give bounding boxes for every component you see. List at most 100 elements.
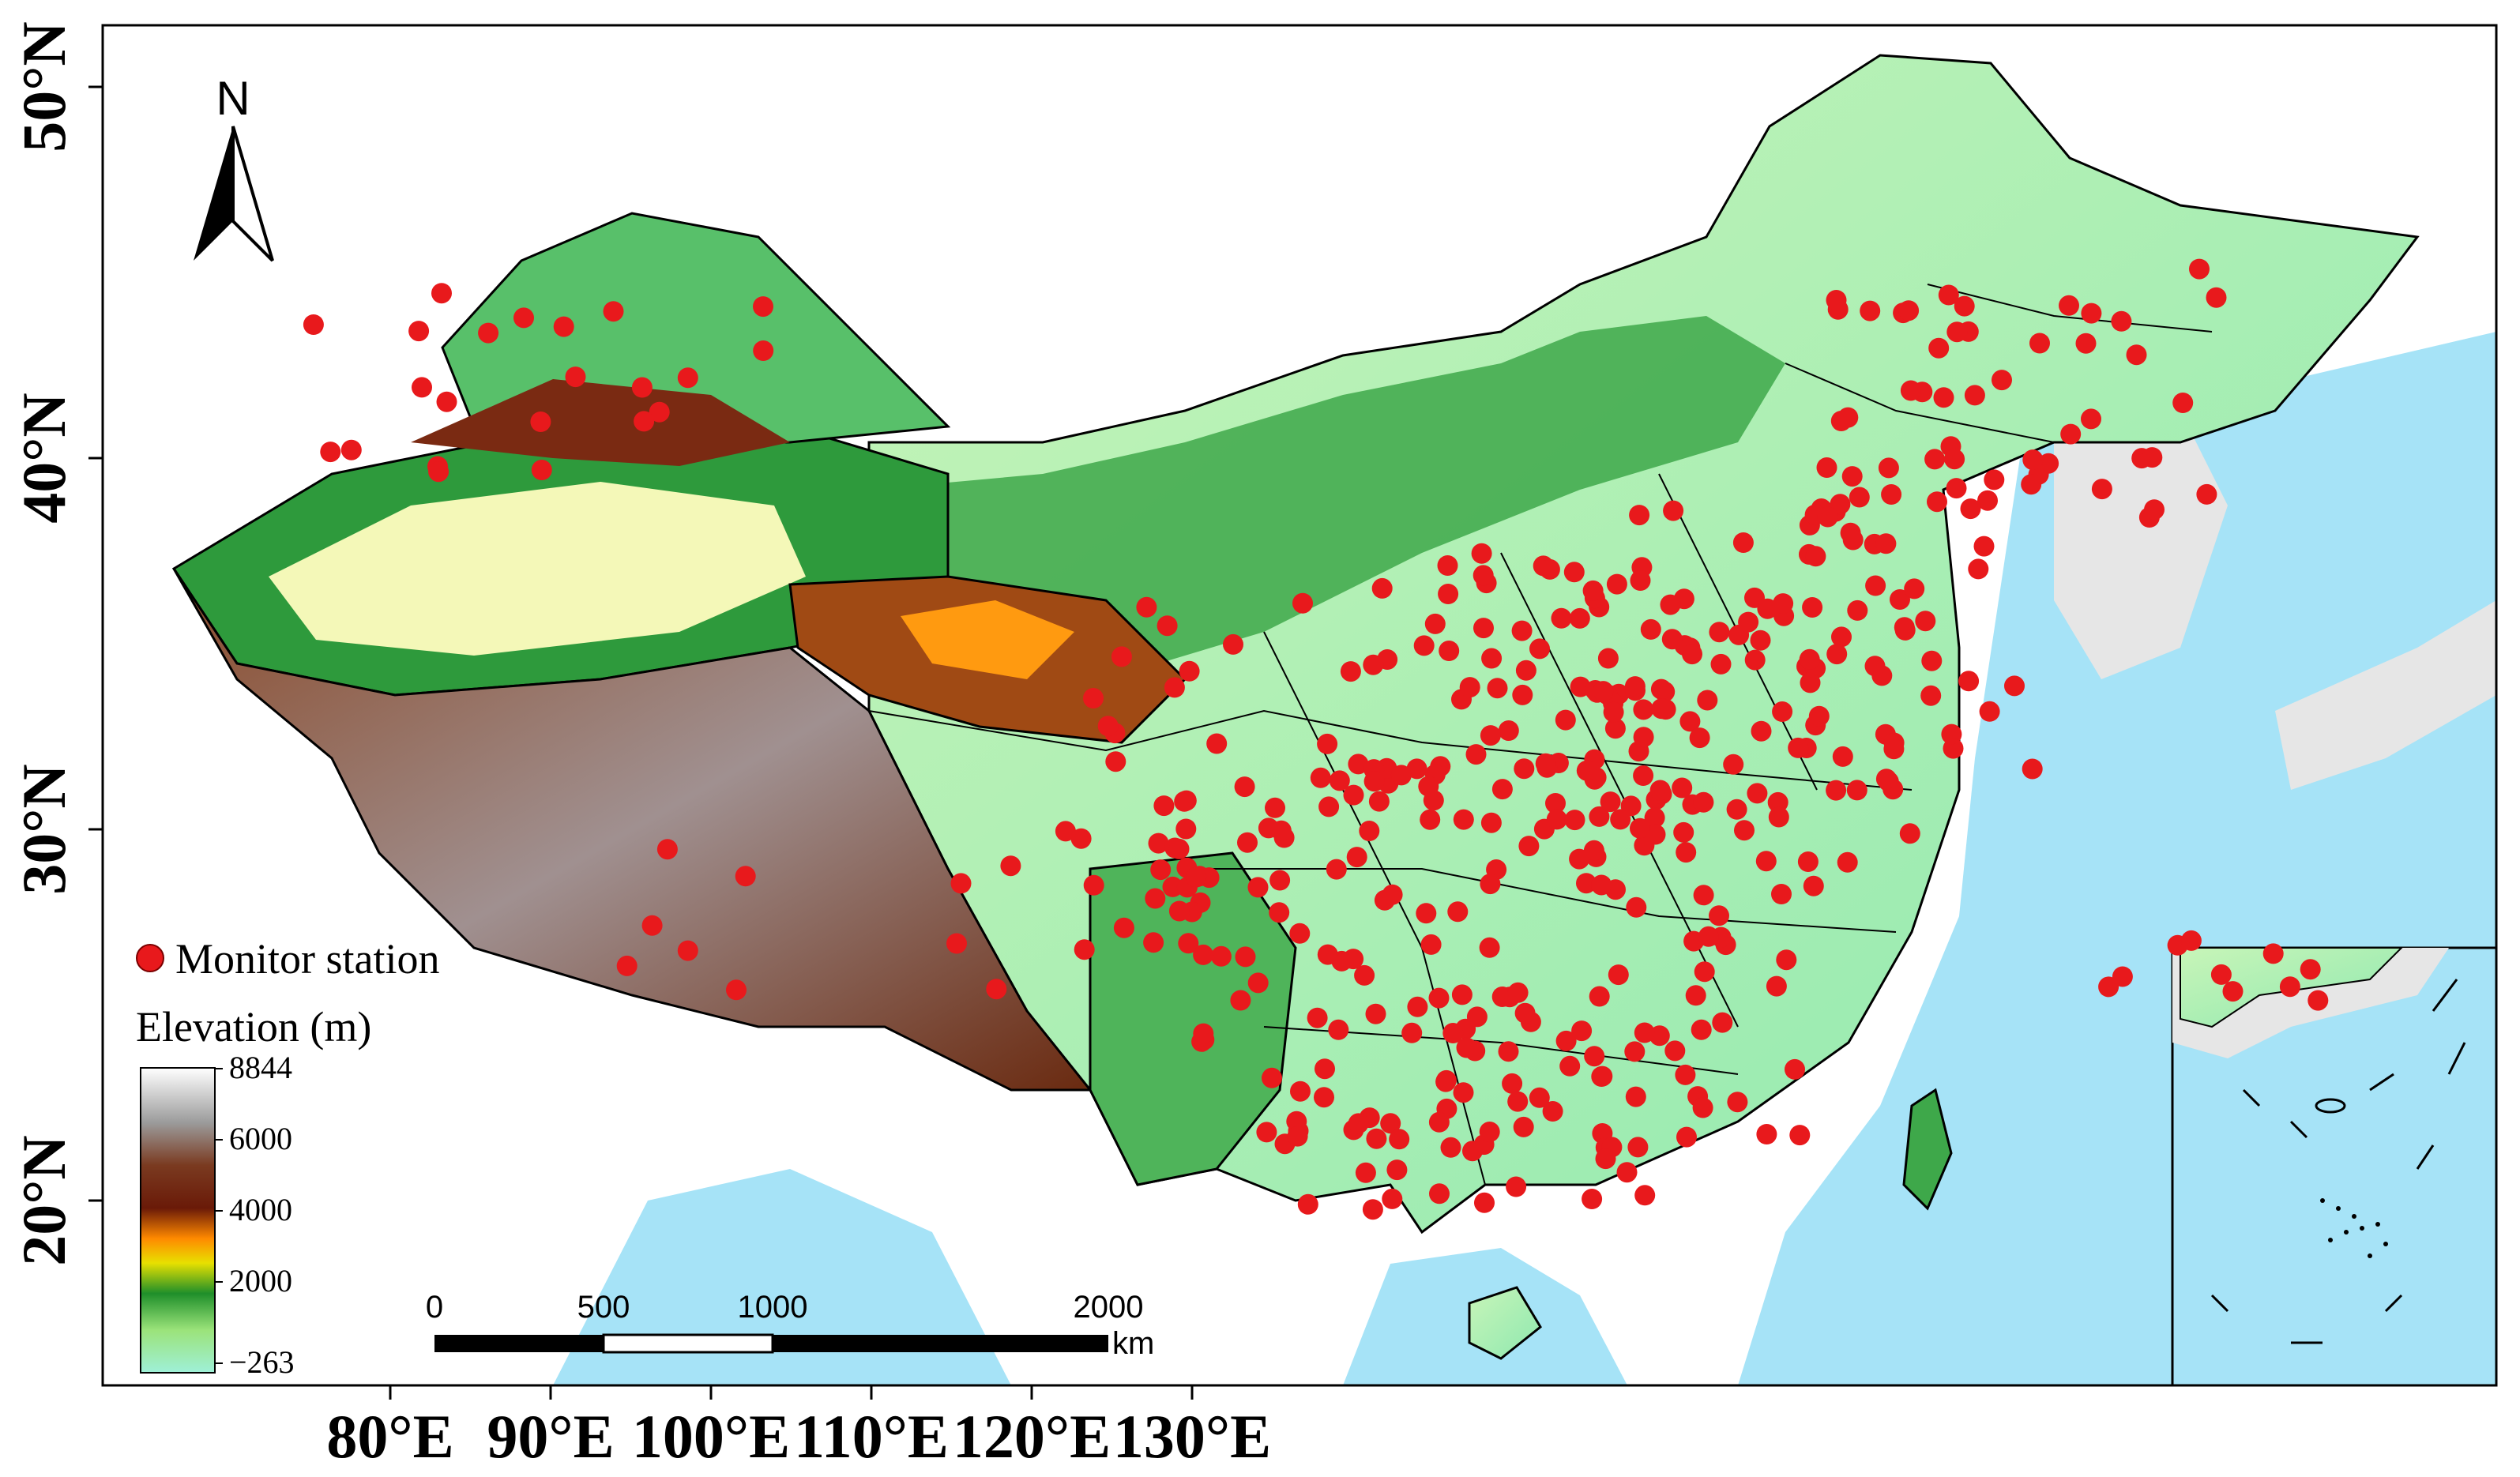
station-marker: [634, 411, 655, 432]
station-marker: [1186, 866, 1207, 888]
station-marker: [1831, 626, 1852, 648]
station-marker: [1256, 1122, 1277, 1143]
station-marker: [1693, 885, 1714, 906]
tibetan-plateau: [172, 568, 1093, 1092]
station-marker: [1941, 723, 1962, 745]
station-marker: [1502, 1073, 1523, 1094]
latitude-label: 30°N: [9, 764, 78, 895]
station-marker: [1650, 678, 1672, 700]
station-marker: [1645, 824, 1666, 845]
station-marker: [1610, 809, 1631, 830]
station-marker: [531, 460, 552, 480]
station-marker: [1751, 720, 1772, 742]
hainan-island: [1468, 1286, 1542, 1360]
station-marker: [1875, 769, 1897, 790]
station-marker: [2307, 990, 2329, 1011]
station-marker: [1960, 498, 1981, 520]
station-marker: [603, 301, 624, 322]
station-marker: [1545, 793, 1566, 814]
station-marker: [1290, 1081, 1311, 1102]
station-marker: [641, 915, 663, 936]
station-marker: [1977, 490, 1998, 511]
station-marker: [1514, 758, 1535, 780]
station-marker: [1105, 751, 1126, 772]
station-marker: [1864, 656, 1886, 677]
station-marker: [1616, 1162, 1638, 1183]
station-marker: [1841, 466, 1863, 487]
station-marker: [1479, 937, 1500, 958]
station-marker: [1506, 1176, 1527, 1197]
station-marker: [2022, 449, 2044, 471]
station-marker: [2206, 287, 2227, 308]
station-marker: [1529, 1087, 1550, 1108]
station-marker: [1921, 650, 1943, 671]
latitude-label: 20°N: [9, 1135, 78, 1266]
station-marker: [1178, 933, 1199, 954]
station-marker: [1328, 1019, 1349, 1040]
station-marker: [1865, 575, 1886, 596]
station-marker: [1633, 727, 1654, 748]
station-marker: [950, 873, 972, 894]
station-marker: [1150, 859, 1172, 881]
station-marker: [1569, 848, 1590, 870]
station-marker: [1438, 584, 1459, 604]
station-marker: [1235, 946, 1256, 968]
station-marker: [2300, 959, 2321, 980]
station-marker: [1767, 791, 1788, 813]
longitude-label: 100°E: [632, 1402, 790, 1471]
station-marker: [1292, 592, 1313, 614]
station-marker: [1390, 765, 1412, 786]
station-marker: [1944, 449, 1965, 470]
station-marker: [1772, 701, 1793, 722]
station-marker: [1435, 1071, 1457, 1092]
station-marker: [1518, 836, 1540, 857]
station-marker: [1709, 905, 1729, 926]
station-marker: [1768, 806, 1789, 828]
station-marker: [1625, 1086, 1646, 1107]
elevation-colorbar: [140, 1067, 216, 1374]
station-marker: [1992, 370, 2012, 391]
station-marker: [1555, 1030, 1577, 1051]
station-marker: [1247, 972, 1269, 994]
station-marker: [1382, 884, 1403, 905]
station-marker: [1465, 744, 1487, 765]
north-arrow-icon: [194, 126, 233, 261]
north-arrow-label: N: [216, 72, 250, 125]
station-marker: [2081, 408, 2101, 430]
station-marker: [1193, 944, 1214, 965]
station-marker: [1624, 676, 1646, 697]
station-marker: [1551, 607, 1572, 629]
station-marker: [1776, 949, 1797, 971]
map-border: [101, 24, 2498, 1387]
station-marker: [1315, 1058, 1335, 1080]
station-marker: [1692, 1097, 1713, 1118]
station-marker: [1584, 1046, 1605, 1067]
station-marker: [1179, 660, 1200, 682]
station-marker: [1507, 1091, 1529, 1112]
station-marker: [1697, 690, 1718, 711]
station-marker: [1744, 587, 1765, 608]
station-marker: [1583, 840, 1604, 861]
station-marker: [1286, 1111, 1307, 1132]
taiwan-island: [1902, 1088, 1953, 1211]
station-marker: [1592, 1065, 1613, 1087]
station-marker: [1437, 555, 1458, 576]
station-marker: [1416, 903, 1437, 924]
station-marker: [1788, 737, 1809, 758]
inset-south-china-sea: [2171, 946, 2496, 1385]
station-marker: [1694, 961, 1715, 983]
elevation-tick-label: 2000: [229, 1263, 292, 1298]
station-marker: [1651, 698, 1672, 720]
station-marker: [1157, 615, 1178, 637]
station-marker: [1424, 613, 1446, 634]
station-marker: [1600, 791, 1621, 813]
tianshan-range: [411, 379, 790, 466]
station-marker: [1174, 791, 1195, 812]
station-marker: [1473, 565, 1494, 586]
station-marker: [1317, 733, 1338, 754]
station-marker: [1732, 532, 1754, 553]
station-marker: [2029, 333, 2050, 354]
station-marker: [513, 307, 534, 329]
station-marker: [2112, 966, 2133, 987]
